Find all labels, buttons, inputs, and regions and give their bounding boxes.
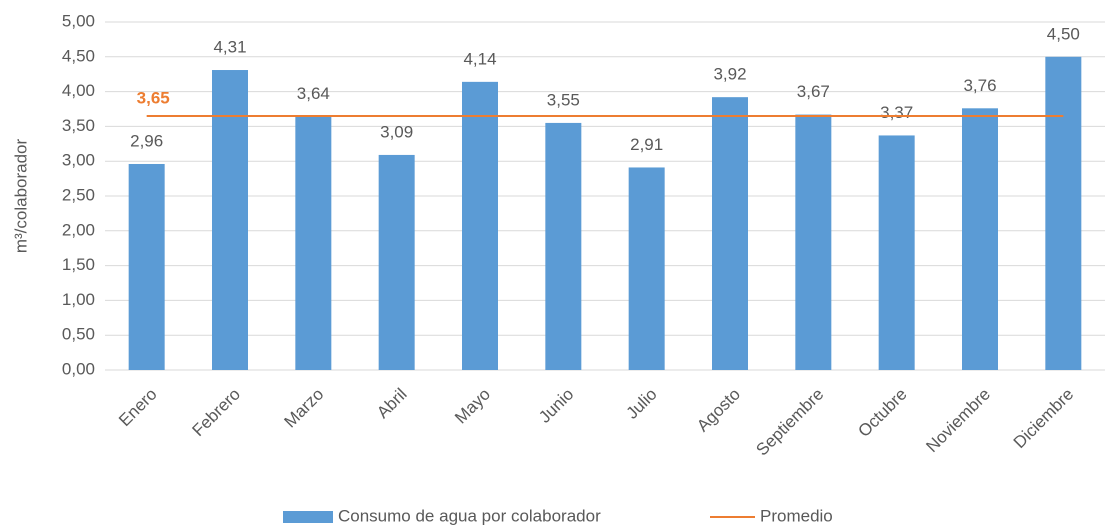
y-tick-label: 1,50 <box>62 255 95 274</box>
y-tick-label: 5,00 <box>62 11 95 30</box>
y-tick-label: 4,50 <box>62 46 95 65</box>
y-tick-label: 3,50 <box>62 116 95 135</box>
bar <box>1045 56 1082 371</box>
bar <box>795 114 832 371</box>
data-label: 4,14 <box>463 49 496 68</box>
y-axis-label: m³/colaborador <box>11 138 30 253</box>
x-tick-label: Agosto <box>693 385 744 436</box>
legend-swatch <box>283 511 333 523</box>
x-tick-label: Abril <box>373 385 410 422</box>
x-tick-label: Diciembre <box>1010 385 1078 453</box>
y-tick-label: 2,50 <box>62 185 95 204</box>
data-label: 4,31 <box>213 38 246 57</box>
x-tick-label: Noviembre <box>922 385 994 457</box>
data-label: 2,91 <box>630 135 663 154</box>
data-label: 3,64 <box>297 84 330 103</box>
y-tick-label: 0,50 <box>62 325 95 344</box>
bar <box>878 135 915 370</box>
average-label: 3,65 <box>137 88 170 107</box>
x-tick-label: Julio <box>623 385 661 423</box>
x-tick-label: Octubre <box>854 385 910 441</box>
y-tick-label: 3,00 <box>62 151 95 170</box>
bar <box>628 167 665 370</box>
x-tick-label: Mayo <box>451 385 494 428</box>
legend-label: Consumo de agua por colaborador <box>338 506 601 525</box>
x-tick-label: Marzo <box>280 385 327 432</box>
data-label: 3,09 <box>380 122 413 141</box>
data-label: 3,76 <box>963 76 996 95</box>
bar <box>128 163 165 370</box>
x-tick-label: Febrero <box>188 385 244 441</box>
data-label: 3,67 <box>797 82 830 101</box>
x-tick-label: Junio <box>535 385 577 427</box>
bar <box>378 154 415 370</box>
bar <box>295 116 332 370</box>
y-tick-label: 2,00 <box>62 220 95 239</box>
data-label: 3,92 <box>713 65 746 84</box>
data-label: 4,50 <box>1047 24 1080 43</box>
bar <box>545 122 582 370</box>
x-tick-label: Enero <box>115 385 161 431</box>
data-label: 3,37 <box>880 103 913 122</box>
bar <box>962 108 998 370</box>
bar <box>712 97 748 370</box>
bar <box>212 70 248 371</box>
y-tick-label: 0,00 <box>62 359 95 378</box>
legend-label: Promedio <box>760 506 833 525</box>
x-tick-label: Septiembre <box>752 385 827 460</box>
data-label: 2,96 <box>130 131 163 150</box>
data-label: 3,55 <box>547 90 580 109</box>
bar <box>462 81 498 370</box>
y-tick-label: 4,00 <box>62 81 95 100</box>
y-tick-label: 1,00 <box>62 290 95 309</box>
